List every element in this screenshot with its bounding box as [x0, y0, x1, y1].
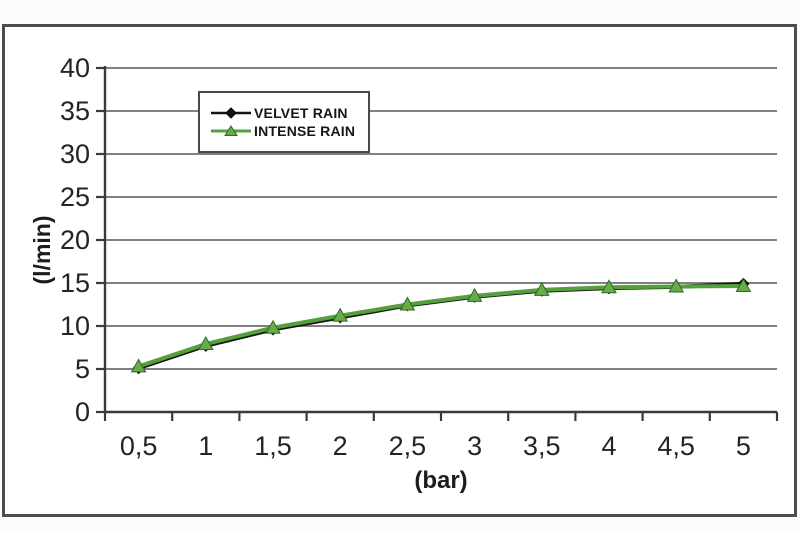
legend-label-intense-rain: INTENSE RAIN [254, 123, 356, 139]
x-tick-label: 4 [601, 431, 617, 461]
intense-rain-line-triangle-icon [211, 125, 251, 136]
y-tick-label: 20 [59, 225, 90, 255]
y-tick-label: 10 [59, 311, 90, 341]
x-tick-label: 0,5 [119, 431, 158, 461]
x-tick-label: 3 [467, 431, 483, 461]
legend-item-velvet-rain: VELVET RAIN [209, 105, 368, 121]
y-tick-label: 35 [59, 96, 90, 126]
y-tick-label: 5 [74, 354, 90, 384]
y-tick-label: 25 [59, 182, 90, 212]
y-tick-label: 40 [59, 53, 90, 83]
velvet-rain-line-diamond-icon [211, 107, 251, 119]
x-tick-label: 3,5 [523, 431, 561, 461]
y-tick-label: 0 [74, 397, 90, 427]
legend-item-intense-rain: INTENSE RAIN [209, 123, 368, 139]
x-tick-label: 2 [332, 431, 348, 461]
x-tick-label: 1 [198, 431, 214, 461]
legend-label-velvet-rain: VELVET RAIN [254, 105, 348, 121]
y-axis-title: (l/min) [29, 215, 55, 285]
chart-frame [2, 24, 797, 517]
x-tick-label: 2,5 [388, 431, 427, 461]
x-tick-label: 4,5 [657, 431, 695, 461]
x-axis-title: (bar) [414, 467, 468, 494]
x-tick-label: 1,5 [254, 431, 292, 461]
y-tick-label: 30 [59, 139, 90, 169]
y-tick-label: 15 [59, 268, 90, 298]
legend: VELVET RAIN INTENSE RAIN [198, 91, 370, 153]
x-tick-label: 5 [735, 431, 751, 461]
